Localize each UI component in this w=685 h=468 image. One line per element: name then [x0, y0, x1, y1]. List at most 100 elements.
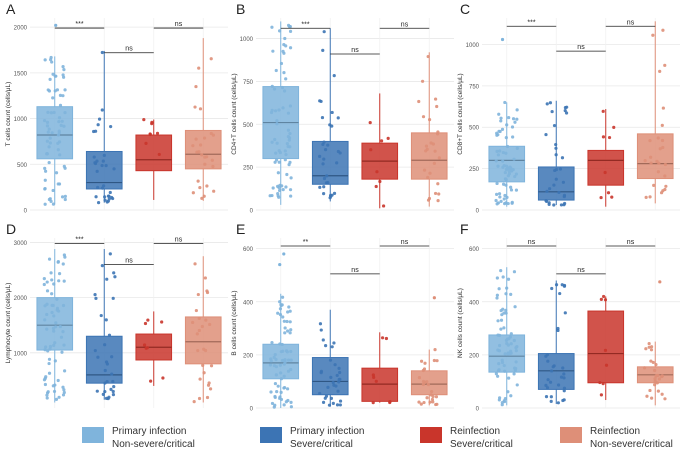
- legend-swatch: [82, 427, 104, 443]
- data-point: [101, 159, 105, 163]
- data-point: [285, 319, 289, 324]
- data-point: [512, 338, 516, 343]
- data-point: [56, 182, 60, 186]
- data-point: [504, 201, 508, 205]
- y-tick-label: 250: [243, 166, 254, 172]
- data-point: [281, 315, 285, 319]
- data-point: [194, 137, 198, 141]
- y-tick-label: 500: [17, 163, 28, 169]
- data-point: [282, 403, 286, 407]
- data-point: [601, 135, 606, 139]
- data-point: [53, 341, 57, 345]
- data-point: [603, 348, 608, 352]
- data-point: [280, 303, 284, 307]
- y-axis-label: Lymphocyte count (cells/μL): [5, 283, 12, 364]
- data-point: [503, 369, 507, 373]
- data-point: [650, 396, 654, 400]
- data-point: [157, 152, 161, 157]
- y-tick-label: 1000: [14, 351, 28, 357]
- y-tick-label: 1500: [14, 71, 28, 77]
- data-point: [62, 343, 66, 347]
- data-point: [43, 348, 47, 352]
- data-point: [100, 264, 104, 268]
- data-point: [502, 363, 506, 368]
- data-point: [102, 153, 106, 157]
- data-point: [43, 169, 48, 173]
- data-point: [198, 377, 202, 381]
- data-point: [384, 336, 389, 341]
- data-point: [288, 331, 292, 335]
- data-point: [276, 384, 280, 388]
- outlier-point: [432, 296, 436, 300]
- significance-label: ***: [527, 19, 535, 26]
- data-point: [142, 118, 146, 122]
- data-point: [506, 343, 510, 347]
- data-point: [283, 149, 287, 153]
- data-point: [161, 376, 165, 380]
- data-point: [62, 388, 66, 392]
- data-point: [507, 115, 511, 120]
- box-group-4: [410, 52, 448, 207]
- data-point: [647, 342, 651, 346]
- box: [85, 150, 123, 190]
- y-tick-label: 600: [469, 247, 480, 253]
- data-point: [562, 389, 566, 393]
- data-point: [288, 188, 293, 192]
- data-point: [45, 302, 49, 306]
- data-point: [289, 194, 293, 198]
- data-point: [47, 161, 51, 165]
- panel-label: B: [236, 1, 245, 17]
- data-point: [434, 402, 438, 407]
- data-point: [558, 167, 563, 171]
- data-point: [599, 297, 603, 301]
- legend-label-line2: Severe/critical: [450, 439, 513, 450]
- data-point: [45, 280, 49, 284]
- data-point: [432, 358, 436, 363]
- data-point: [507, 172, 511, 176]
- data-point: [497, 361, 501, 366]
- data-point: [509, 188, 514, 192]
- data-point: [652, 183, 656, 187]
- data-point: [96, 201, 101, 205]
- data-point: [338, 370, 342, 375]
- data-point: [561, 180, 565, 184]
- data-point: [277, 108, 281, 112]
- data-point: [94, 195, 98, 199]
- outlier-point: [54, 23, 58, 27]
- data-point: [289, 358, 293, 362]
- data-point: [52, 329, 56, 333]
- data-point: [195, 150, 199, 154]
- data-point: [107, 333, 112, 337]
- data-point: [289, 405, 293, 409]
- data-point: [202, 347, 206, 351]
- data-point: [515, 108, 519, 112]
- y-axis-label: CD4+T cells count (cells/μL): [231, 73, 238, 154]
- data-point: [47, 127, 51, 131]
- data-point: [275, 141, 279, 145]
- data-point: [283, 36, 287, 41]
- data-point: [513, 368, 517, 372]
- box-group-2: [85, 50, 123, 205]
- data-point: [210, 158, 214, 162]
- data-point: [599, 195, 603, 200]
- data-point: [507, 337, 511, 341]
- data-point: [509, 342, 513, 346]
- data-point: [270, 340, 274, 345]
- data-point: [496, 153, 500, 157]
- data-point: [283, 158, 287, 162]
- y-axis-label: B cells count (cells/μL): [231, 290, 238, 355]
- panel-a: 0 500 1000 1500 2000 A T cells count (cells/μL…: [5, 1, 228, 215]
- data-point: [43, 202, 47, 206]
- data-point: [58, 103, 63, 107]
- data-point: [427, 118, 432, 122]
- box: [537, 353, 575, 390]
- data-point: [60, 119, 64, 123]
- data-point: [48, 136, 52, 140]
- data-point: [270, 84, 274, 89]
- data-point: [43, 376, 47, 381]
- data-point: [563, 201, 567, 206]
- box-group-3: [587, 294, 625, 401]
- data-point: [657, 377, 661, 381]
- data-point: [504, 136, 508, 140]
